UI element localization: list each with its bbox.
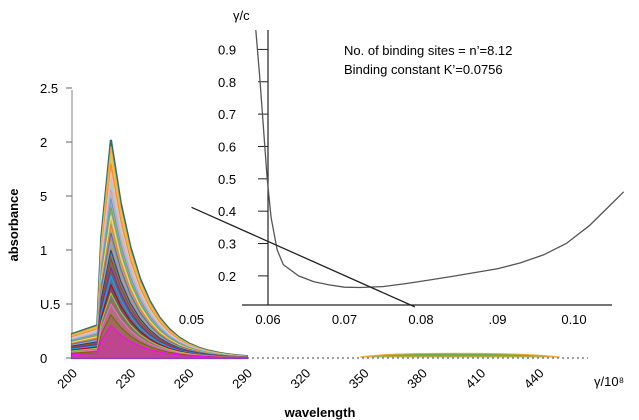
inset-y-tick-label: 0.4	[218, 204, 236, 219]
inset-x-tick-label: 0.05	[179, 312, 204, 327]
main-x-tick-label: 410	[462, 366, 488, 392]
main-x-tick-label: 290	[229, 366, 255, 392]
main-x-tick-label: 380	[404, 366, 430, 392]
inset-x-tick-label: .09	[488, 312, 506, 327]
main-x-tick-label: 230	[112, 366, 138, 392]
main-y-tick-label: 0	[40, 351, 47, 366]
inset-y-tick-label: 0.7	[218, 107, 236, 122]
inset-background	[204, 28, 612, 318]
absorbance-chart: 0 U.5 1 5 2 2.5 200 230 260 290 320 350 380 410 440 a…	[6, 81, 588, 420]
inset-y-tick-label: 0.6	[218, 139, 236, 154]
main-y-tick-label: 2.5	[40, 81, 58, 96]
inset-y-tick-label: 0.8	[218, 75, 236, 90]
main-y-tick-label: U.5	[40, 297, 60, 312]
annotation-binding-sites: No. of binding sites = n’=8.12	[344, 43, 512, 58]
inset-x-tick-label: 0.06	[255, 312, 280, 327]
inset-y-tick-label: 0.5	[218, 172, 236, 187]
inset-y-tick-label: 0.2	[218, 269, 236, 284]
annotation-binding-constant: Binding constant K’=0.0756	[344, 62, 503, 77]
main-x-tick-label: 260	[171, 366, 197, 392]
inset-y-axis-label: γ/c	[233, 8, 250, 23]
main-x-tick-label: 350	[346, 366, 372, 392]
main-y-axis-label: absorbance	[6, 189, 21, 262]
inset-x-axis-label: γ/10⁸	[594, 374, 624, 389]
baseline-hump	[359, 352, 561, 358]
main-x-tick-label: 200	[54, 366, 80, 392]
main-y-tick-label: 1	[40, 243, 47, 258]
main-y-tick-label: 5	[40, 189, 47, 204]
fit-line	[191, 206, 416, 308]
main-x-axis-label: wavelength	[284, 405, 356, 420]
inset-x-tick-label: 0.08	[408, 312, 433, 327]
main-x-tick-label: 320	[287, 366, 313, 392]
binding-inset-chart: 0.9 0.8 0.7 0.6 0.5 0.4 0.3 0.2 0.05 0.06 0.07 0.0…	[179, 8, 625, 389]
spectrum-curve	[71, 324, 248, 359]
inset-y-tick-label: 0.9	[218, 42, 236, 57]
inset-x-tick-label: 0.10	[561, 312, 586, 327]
inset-y-tick-label: 0.3	[218, 237, 236, 252]
inset-x-tick-label: 0.07	[332, 312, 357, 327]
main-x-tick-label: 440	[521, 366, 547, 392]
main-y-tick-label: 2	[40, 135, 47, 150]
